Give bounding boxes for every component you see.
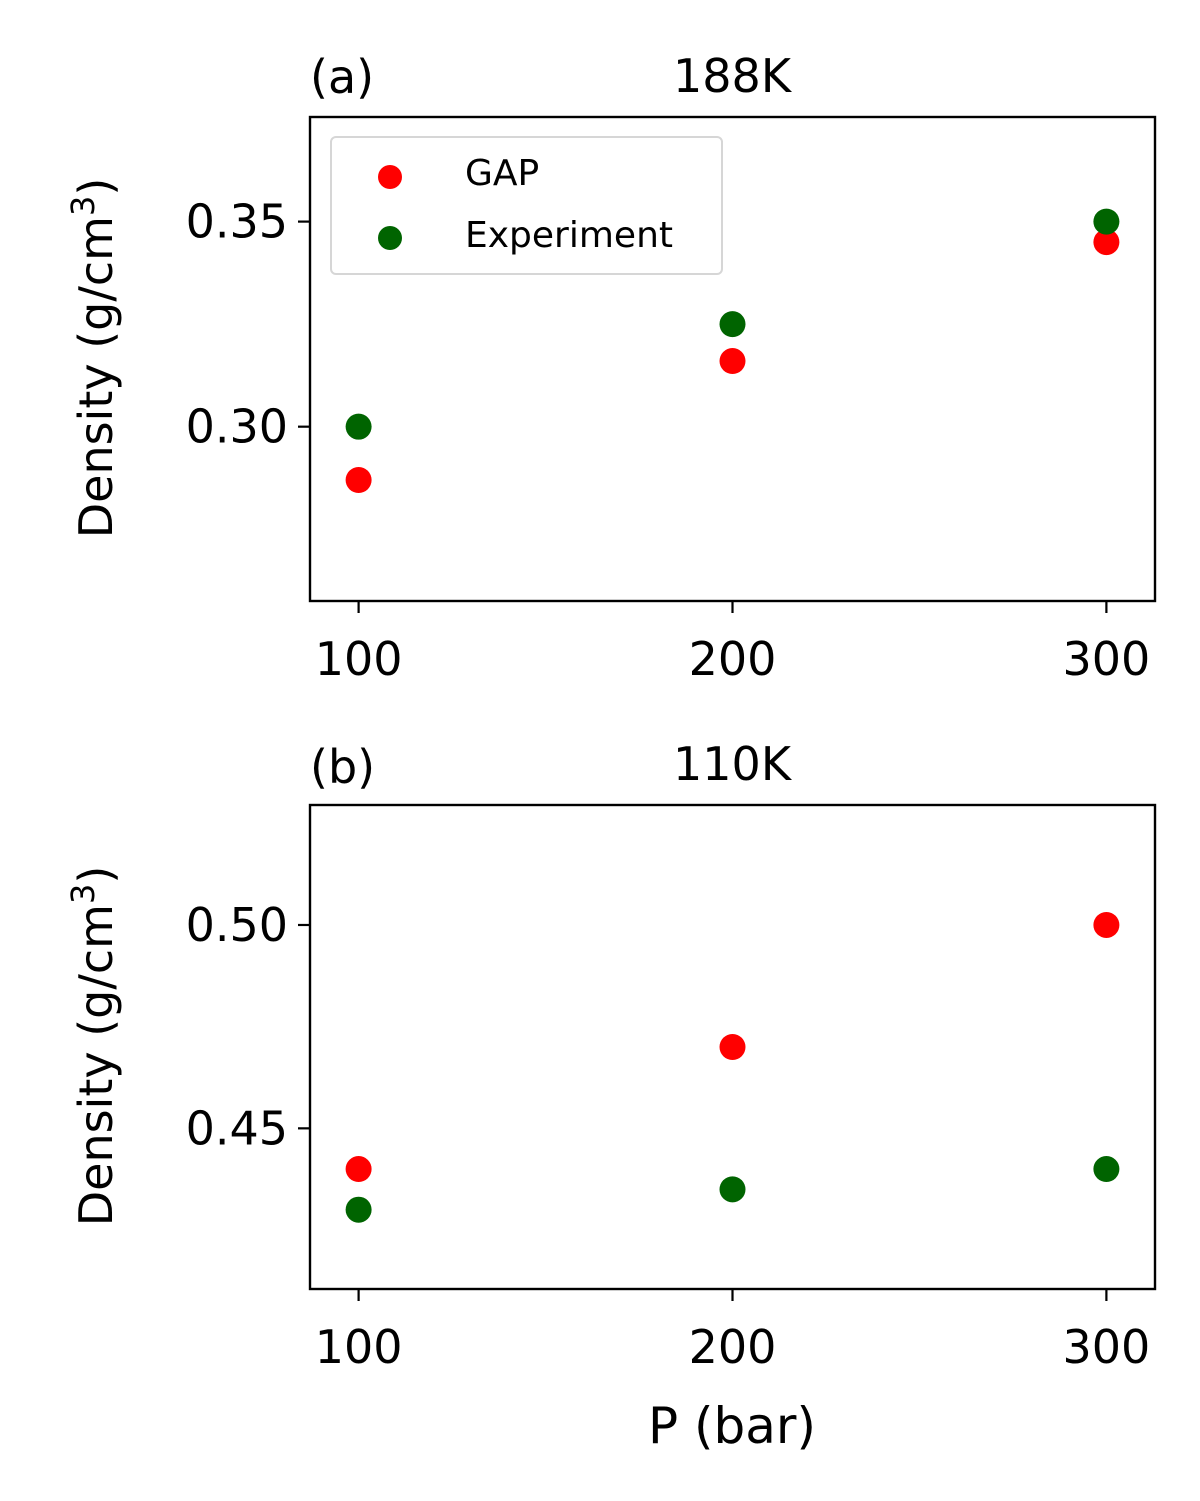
panel-b-y-axis-label: Density (g/cm3) (64, 866, 123, 1227)
panel-b-110k: (b) 110K Density (g/cm3) 100 200 300 0.45 0.… (64, 737, 1157, 1455)
panel-b-point-experiment-200 (719, 1176, 746, 1203)
panel-a-x-tick-label-100: 100 (315, 632, 403, 686)
panel-b-plot-area: 100 200 300 0.45 0.50 (186, 898, 1151, 1374)
panel-a-label: (a) (310, 50, 374, 104)
panel-a-x-tick-label-300: 300 (1062, 632, 1150, 686)
panel-a-188k: (a) 188K Density (g/cm3) 100 200 300 0.30 0.… (64, 49, 1157, 686)
panel-a-point-experiment-200 (719, 311, 746, 338)
panel-a-legend: GAP Experiment (330, 136, 723, 275)
panel-a-axes-frame (308, 115, 1157, 603)
panel-a-y-tick-label-0: 0.30 (186, 400, 288, 454)
legend-experiment-label: Experiment (465, 215, 673, 256)
legend-gap-marker (378, 165, 402, 189)
x-axis-label: P (bar) (648, 1397, 816, 1455)
legend-gap-label: GAP (465, 153, 539, 194)
panel-a-x-tick-label-200: 200 (689, 632, 777, 686)
panel-a-point-gap-200 (719, 348, 746, 375)
panel-a-plot-area: 100 200 300 0.30 0.35 (186, 195, 1151, 686)
panel-b-x-tick-label-300: 300 (1062, 1320, 1150, 1374)
panel-a-point-gap-100 (345, 467, 372, 493)
panel-a-legend-box (330, 136, 723, 275)
panel-b-label: (b) (310, 740, 375, 794)
panel-b-axes-frame (308, 803, 1157, 1291)
panel-b-point-gap-300 (1093, 911, 1120, 938)
panel-b-point-experiment-100 (345, 1196, 372, 1223)
svg-text:Density (g/cm3): Density (g/cm3) (64, 178, 123, 539)
panel-b-x-tick-label-100: 100 (315, 1320, 403, 1374)
panel-a-point-gap-300 (1093, 229, 1120, 256)
panel-b-ylabel-close: ) (69, 866, 123, 884)
panel-a-y-tick-label-1: 0.35 (186, 195, 288, 249)
panel-a-title: 188K (673, 49, 793, 103)
panel-a-point-experiment-300 (1093, 208, 1120, 235)
panel-a-point-experiment-100 (345, 413, 372, 440)
panel-a-ylabel-text: Density (g/cm (69, 216, 123, 538)
panel-b-point-experiment-300 (1093, 1156, 1120, 1183)
panel-b-ylabel-sup: 3 (64, 884, 102, 904)
panel-b-point-gap-200 (719, 1034, 746, 1060)
panel-b-title: 110K (673, 737, 793, 791)
panel-b-point-gap-100 (345, 1156, 372, 1183)
panel-b-y-tick-label-0: 0.45 (186, 1101, 288, 1155)
panel-b-x-tick-label-200: 200 (689, 1320, 777, 1374)
panel-a-y-axis-label: Density (g/cm3) (64, 178, 123, 539)
panel-a-ylabel-sup: 3 (64, 196, 102, 216)
panel-a-ylabel-close: ) (69, 178, 123, 196)
legend-experiment-marker (378, 226, 402, 250)
panel-b-ylabel-text: Density (g/cm (69, 904, 123, 1226)
panel-b-y-tick-label-1: 0.50 (186, 898, 288, 952)
svg-text:Density (g/cm3): Density (g/cm3) (64, 866, 123, 1227)
